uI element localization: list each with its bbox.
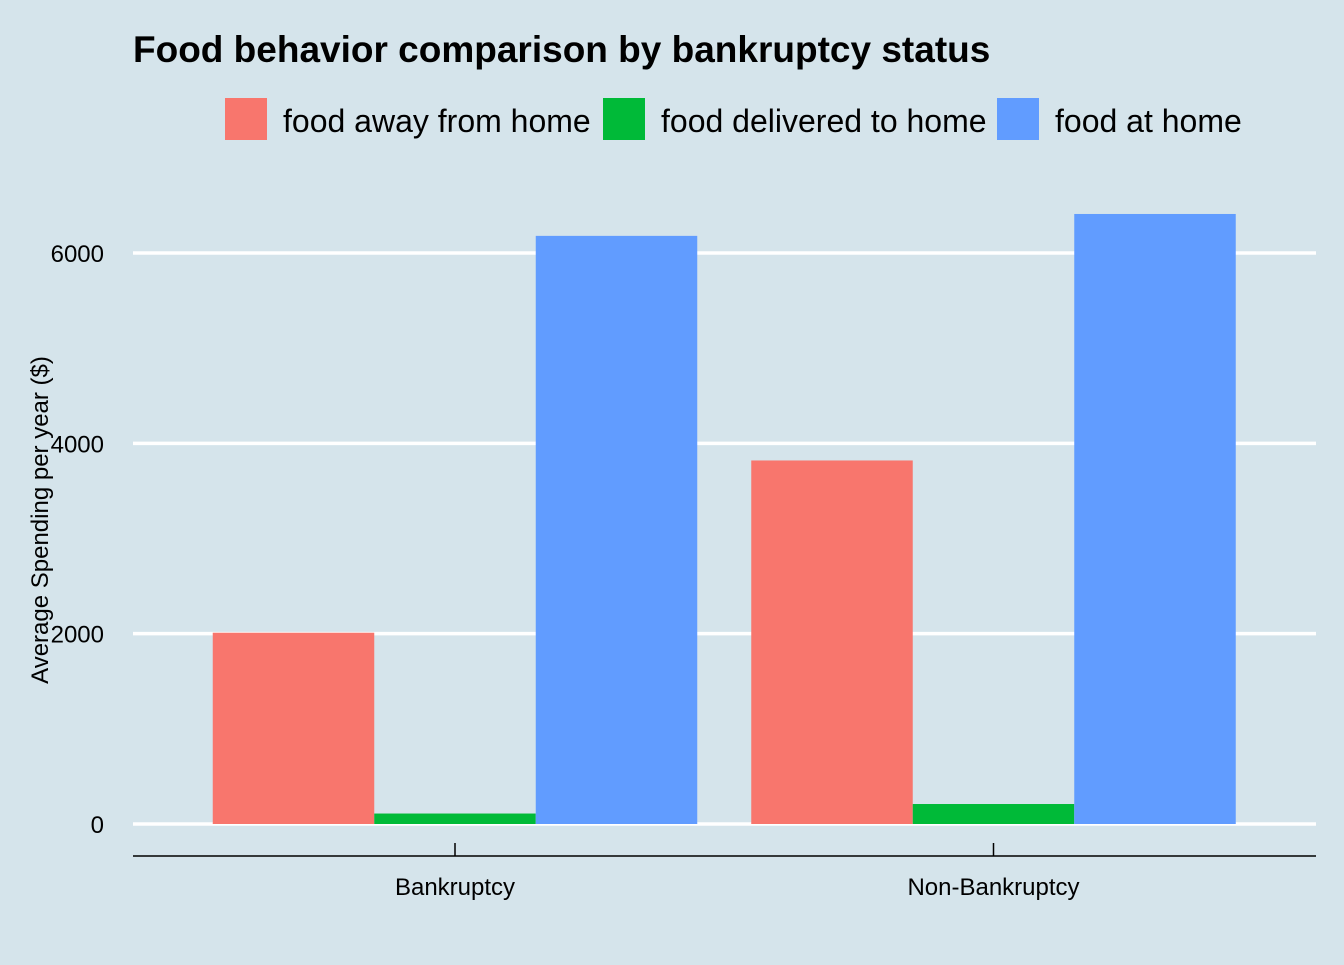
bars [212, 213, 1236, 824]
bar-non-bankruptcy-food-at-home [1074, 213, 1236, 824]
bar-bankruptcy-food-away-from-home [212, 632, 375, 824]
legend-label: food delivered to home [661, 103, 987, 139]
x-tick-label: Non-Bankruptcy [907, 874, 1079, 901]
y-tick-label: 0 [91, 812, 104, 839]
legend-swatch [997, 98, 1039, 140]
bar-non-bankruptcy-food-delivered-to-home [912, 804, 1075, 824]
x-axis: Bankruptcy Non-Bankruptcy [133, 843, 1316, 901]
y-axis-title: Average Spending per year ($) [27, 356, 54, 684]
legend-label: food at home [1055, 103, 1242, 139]
y-tick-label: 2000 [51, 622, 104, 649]
bar-bankruptcy-food-at-home [535, 235, 698, 824]
chart-title: Food behavior comparison by bankruptcy s… [133, 29, 990, 70]
legend-label: food away from home [283, 103, 591, 139]
y-tick-label: 6000 [51, 241, 104, 268]
legend: food away from home food delivered to hom… [225, 98, 1242, 140]
x-tick-label: Bankruptcy [395, 874, 515, 901]
bar-non-bankruptcy-food-away-from-home [751, 460, 913, 824]
legend-swatch [225, 98, 267, 140]
y-tick-label: 4000 [51, 431, 104, 458]
y-axis: 0 2000 4000 6000 [51, 241, 104, 839]
legend-swatch [603, 98, 645, 140]
bar-bankruptcy-food-delivered-to-home [374, 813, 536, 824]
